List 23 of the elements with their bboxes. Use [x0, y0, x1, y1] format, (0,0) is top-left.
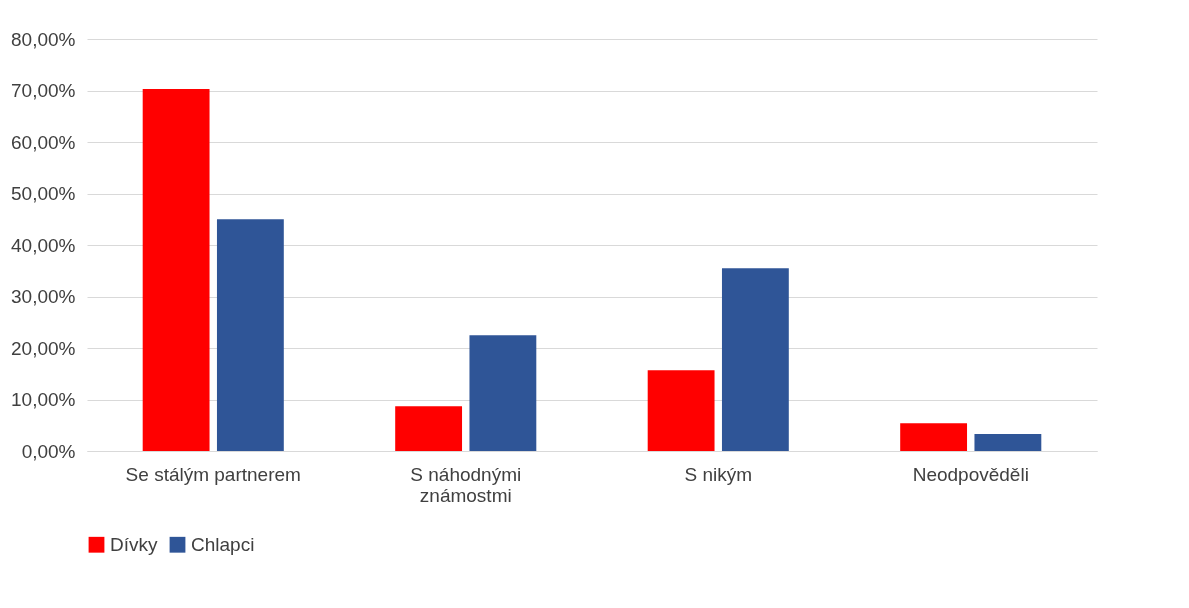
y-tick-label: 70,00% — [11, 80, 76, 101]
y-tick-label: 10,00% — [11, 389, 76, 410]
legend-label: Chlapci — [191, 533, 255, 555]
y-tick-label: 0,00% — [21, 440, 76, 462]
y-tick-label: 50,00% — [11, 183, 76, 204]
y-tick-label: 40,00% — [11, 234, 76, 256]
bar — [469, 335, 537, 451]
bar — [721, 268, 789, 451]
bar — [647, 370, 715, 451]
bar — [142, 88, 210, 451]
bar — [216, 219, 284, 451]
x-tick-label: Neodpověděli — [912, 463, 1029, 485]
y-tick-label: 30,00% — [11, 286, 76, 307]
y-tick-label: 80,00% — [11, 28, 76, 50]
bar — [395, 406, 463, 451]
bar — [974, 434, 1042, 451]
y-tick-label: 60,00% — [11, 131, 76, 153]
x-tick-label: S nikým — [684, 463, 753, 485]
x-tick-label: Se stálým partnerem — [125, 463, 301, 485]
bar — [900, 423, 968, 451]
legend-label: Dívky — [110, 533, 158, 555]
y-tick-label: 20,00% — [11, 337, 76, 359]
x-tick-label: S náhodnými známostmi — [410, 463, 522, 506]
